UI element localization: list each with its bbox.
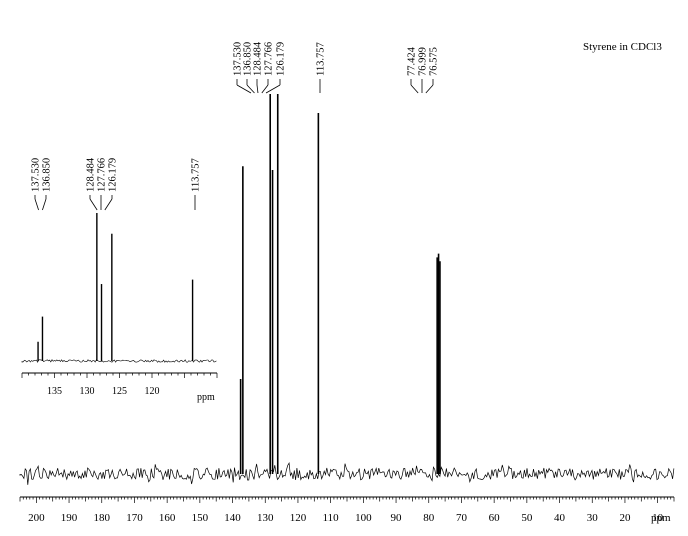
x-tick-label: 200 xyxy=(28,512,45,524)
x-tick-label: 160 xyxy=(159,512,176,524)
peak-label: 136.850 xyxy=(243,42,254,76)
x-tick-label: 70 xyxy=(456,512,468,524)
x-tick-label: 150 xyxy=(192,512,209,524)
inset-peak-label: 127.766 xyxy=(97,158,108,192)
x-axis-unit: ppm xyxy=(651,512,671,524)
x-axis: 200 190 180 170 160 150 140 130 120 110 100 90 80 70 6… xyxy=(19,496,675,524)
inset-x-tick-label: 125 xyxy=(112,386,127,397)
inset-x-tick-label: 130 xyxy=(80,386,95,397)
inset-baseline-noise xyxy=(21,359,217,363)
x-tick-label: 80 xyxy=(423,512,435,524)
x-tick-label: 60 xyxy=(489,512,501,524)
x-tick-label: 90 xyxy=(391,512,403,524)
peak-label-group: 137.530 136.850 128.484 127.766 126.179 113.7… xyxy=(233,41,440,94)
x-tick-label: 170 xyxy=(126,512,143,524)
peak-label: 77.424 xyxy=(407,46,418,76)
inset-peak-label-leader xyxy=(104,198,113,211)
inset-peak-label: 137.530 xyxy=(31,158,42,192)
peak-label-leader xyxy=(236,84,252,94)
x-tick-label: 130 xyxy=(257,512,274,524)
peak-label-leader xyxy=(261,84,269,94)
peak-label-leader xyxy=(246,84,255,94)
x-tick-label: 50 xyxy=(521,512,533,524)
inset-peak-label-leader xyxy=(34,198,39,211)
x-tick-label: 110 xyxy=(323,512,340,524)
noise-trace xyxy=(19,462,675,485)
x-tick-label: 120 xyxy=(290,512,307,524)
peak-label: 113.757 xyxy=(316,42,327,76)
inset-peak-label-leader xyxy=(42,198,47,211)
inset-noise-trace xyxy=(21,359,217,363)
inset-peak-label: 136.850 xyxy=(42,158,53,192)
x-tick-label: 140 xyxy=(224,512,241,524)
baseline-noise xyxy=(19,462,675,485)
x-tick-label: 180 xyxy=(94,512,111,524)
peak-label-leader xyxy=(256,84,259,94)
x-tick-label: 10 xyxy=(652,512,664,524)
peak-label-leader xyxy=(265,84,281,94)
inset-peak-label-leader xyxy=(89,198,98,211)
peak-group xyxy=(239,94,441,474)
peak-label: 76.575 xyxy=(429,47,440,76)
peak-label-leader xyxy=(425,84,434,94)
inset-x-axis-unit: ppm xyxy=(197,392,215,403)
inset-expansion: 137.530 136.850 128.484 127.766 126.179 113.7… xyxy=(21,157,218,403)
inset-peak-label: 113.757 xyxy=(191,158,202,192)
inset-peak-label: 126.179 xyxy=(108,158,119,192)
peak-label: 137.530 xyxy=(233,42,244,76)
inset-x-tick-label: 120 xyxy=(145,386,160,397)
inset-peak-label-group: 137.530 136.850 128.484 127.766 126.179 113.7… xyxy=(31,157,202,211)
peak-label: 128.484 xyxy=(253,41,264,76)
chart-title: Styrene in CDCl3 xyxy=(583,41,662,53)
peak-label-leader xyxy=(410,84,419,94)
x-tick-label: 30 xyxy=(587,512,599,524)
inset-peak-group xyxy=(37,213,194,361)
inset-x-tick-label: 135 xyxy=(47,386,62,397)
x-tick-label: 40 xyxy=(554,512,566,524)
x-tick-label: 190 xyxy=(61,512,78,524)
x-tick-label: 20 xyxy=(619,512,631,524)
inset-peak-label: 128.484 xyxy=(86,157,97,192)
peak-label: 76.999 xyxy=(418,47,429,76)
inset-x-axis: 135 130 125 120 ppm xyxy=(21,372,218,403)
peak-label: 126.179 xyxy=(276,42,287,76)
peak-label: 127.766 xyxy=(264,42,275,76)
x-tick-label: 100 xyxy=(355,512,372,524)
